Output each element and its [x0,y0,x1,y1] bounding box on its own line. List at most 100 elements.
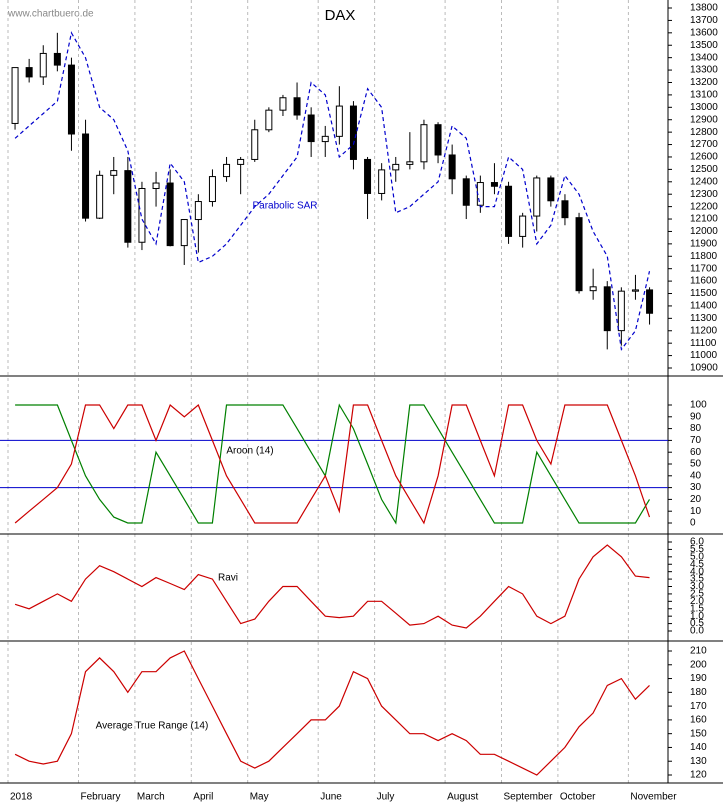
y-tick-label: 1.0 [690,611,704,622]
y-tick-label: 12900 [690,114,718,125]
panel-title: Ravi [218,573,238,584]
y-tick-label: 5.5 [690,544,704,555]
y-tick-label: 2.0 [690,596,704,607]
y-tick-label: 11400 [690,301,718,312]
candle-body [293,97,301,116]
y-tick-label: 80 [690,423,702,434]
legend-label: Parabolic SAR [252,201,317,212]
y-tick-label: 11500 [690,288,718,299]
watermark: www.chartbuero.de [7,9,94,20]
x-tick-label: February [81,792,121,803]
x-tick-label: May [250,792,269,803]
y-tick-label: 1.5 [690,603,704,614]
candle-body [152,182,160,189]
candle-body [321,135,329,143]
candle-body [96,174,104,219]
y-tick-label: 160 [690,715,707,726]
candle-body [237,158,245,165]
y-tick-label: 12800 [690,127,718,138]
candle-body [25,67,33,78]
candle-body [265,109,273,131]
candle-body [519,215,527,237]
candle-body [67,64,75,135]
y-tick-label: 11200 [690,325,718,336]
y-tick-label: 13600 [690,27,718,38]
y-tick-label: 12000 [690,226,718,237]
candle-body [335,105,343,137]
x-tick-label: October [560,792,596,803]
y-tick-label: 130 [690,756,707,767]
y-tick-label: 3.0 [690,581,704,592]
y-tick-label: 13500 [690,40,718,51]
y-tick-label: 13000 [690,102,718,113]
y-tick-label: 12200 [690,201,718,212]
y-tick-label: 13300 [690,65,718,76]
y-tick-label: 0.5 [690,618,704,629]
candle-body [124,170,132,243]
candle-body [349,105,357,160]
candle-body [251,129,259,160]
y-tick-label: 210 [690,646,707,657]
candle-body [223,163,231,178]
candle-body [180,219,188,247]
y-tick-label: 13400 [690,52,718,63]
y-tick-label: 13700 [690,15,718,26]
y-tick-label: 11300 [690,313,718,324]
y-tick-label: 6.0 [690,537,704,548]
candle-body [434,124,442,156]
candle-body [420,124,428,163]
panel-title: Aroon (14) [226,446,273,457]
y-tick-label: 200 [690,659,707,670]
y-tick-label: 40 [690,470,702,481]
x-tick-label: 2018 [10,792,33,803]
y-tick-label: 13800 [690,3,718,14]
y-tick-label: 11900 [690,239,718,250]
y-tick-label: 11000 [690,350,718,361]
y-tick-label: 12600 [690,152,718,163]
x-tick-label: July [377,792,395,803]
y-tick-label: 180 [690,687,707,698]
candle-body [617,290,625,332]
y-tick-label: 4.0 [690,566,704,577]
candle-body [279,97,287,111]
y-tick-label: 20 [690,494,702,505]
candle-body [110,170,118,176]
candle-body [589,286,597,292]
candle-body [490,182,498,187]
candle-body [561,200,569,219]
candle-body [603,286,611,332]
y-tick-label: 2.5 [690,589,704,600]
x-tick-label: June [320,792,342,803]
y-tick-label: 11600 [690,276,718,287]
y-tick-label: 12100 [690,214,718,225]
y-tick-label: 11700 [690,263,718,274]
candle-body [307,114,315,143]
candle-body [11,67,19,124]
candle-body [533,177,541,217]
x-tick-label: November [630,792,677,803]
candle-body [448,154,456,180]
y-tick-label: 3.5 [690,574,704,585]
panel-title: DAX [325,7,356,24]
y-tick-label: 0 [690,518,696,529]
candle-body [505,185,513,237]
candle-body [646,289,654,314]
candle-body [82,133,90,219]
candle-body [575,217,583,292]
x-tick-label: April [193,792,213,803]
y-tick-label: 100 [690,400,707,411]
series-line [14,404,651,525]
candle-body [194,201,202,221]
y-tick-label: 140 [690,742,707,753]
candle-body [406,161,414,165]
y-tick-label: 12300 [690,189,718,200]
y-tick-label: 0.0 [690,626,704,637]
candle-body [378,169,386,194]
y-tick-label: 90 [690,411,702,422]
y-tick-label: 10 [690,506,702,517]
candle-body [138,187,146,243]
y-tick-label: 11100 [690,338,717,349]
y-tick-label: 120 [690,770,707,781]
series-line [14,544,650,629]
